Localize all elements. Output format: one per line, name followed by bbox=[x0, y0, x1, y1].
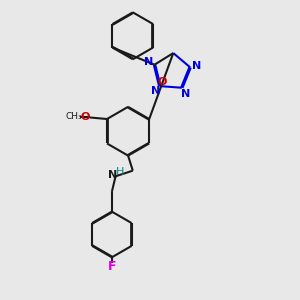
Text: N: N bbox=[151, 86, 160, 96]
Text: O: O bbox=[158, 77, 167, 87]
Text: CH₃: CH₃ bbox=[65, 112, 82, 121]
Text: N: N bbox=[143, 57, 153, 67]
Text: F: F bbox=[108, 260, 116, 273]
Text: O: O bbox=[80, 112, 89, 122]
Text: N: N bbox=[192, 61, 201, 71]
Text: N: N bbox=[181, 88, 190, 99]
Text: N: N bbox=[108, 170, 117, 180]
Text: H: H bbox=[116, 167, 124, 177]
